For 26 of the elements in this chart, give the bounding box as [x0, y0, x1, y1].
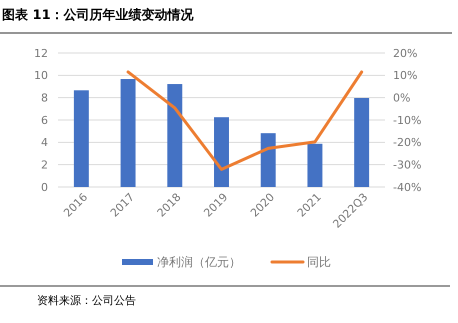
bar [354, 98, 370, 187]
bar [74, 90, 89, 187]
legend-label: 净利润（亿元） [157, 255, 241, 270]
y2-tick-label: 20% [393, 46, 418, 60]
y-tick-label: 10 [34, 69, 48, 82]
bar [260, 133, 276, 187]
y-tick-label: 6 [41, 114, 48, 127]
y-tick-label: 12 [34, 46, 48, 60]
y-tick-label: 0 [41, 180, 48, 194]
bar [120, 79, 136, 187]
y-tick-label: 4 [41, 136, 48, 150]
y2-tick-label: -40% [393, 180, 422, 194]
chart-title: 图表 11：公司历年业绩变动情况 [2, 7, 195, 23]
y2-tick-label: -30% [393, 158, 422, 172]
bar [307, 144, 322, 187]
y-tick-label: 2 [41, 158, 48, 172]
y2-tick-label: 10% [393, 69, 418, 82]
y-tick-label: 8 [41, 92, 48, 105]
text: 资料来源：公司公告 [37, 294, 136, 307]
bar [214, 117, 229, 187]
line-series [126, 70, 364, 171]
y2-tick-label: -10% [393, 114, 422, 127]
bar [167, 84, 182, 187]
y2-tick-label: 0% [393, 92, 410, 105]
y2-tick-label: -20% [393, 136, 422, 150]
legend-label: 同比 [307, 255, 331, 270]
